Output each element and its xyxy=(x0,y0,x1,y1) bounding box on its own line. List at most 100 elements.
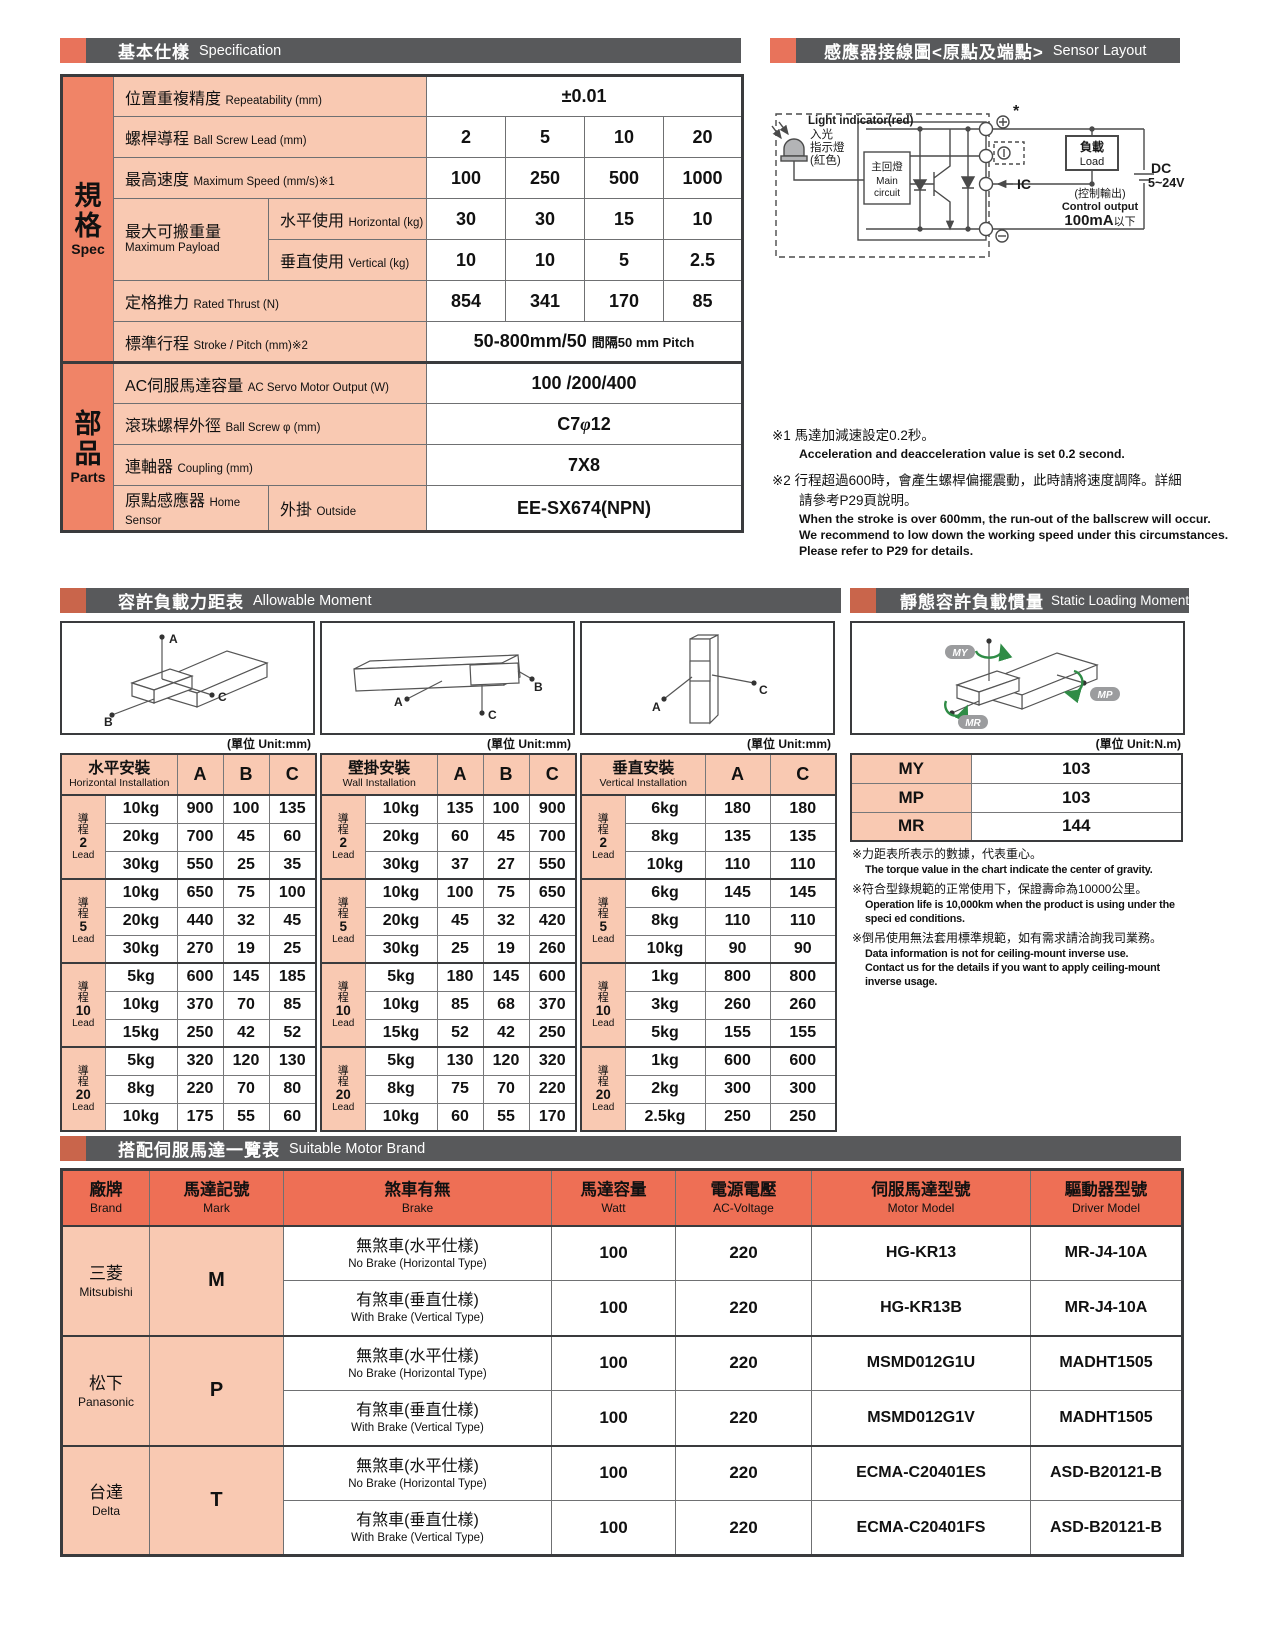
cell: 110 xyxy=(704,850,771,880)
table-name-zh: 垂直安裝 xyxy=(612,760,675,777)
table-row: 10kg 85 68 370 xyxy=(321,990,577,1020)
cell: 100 xyxy=(222,794,270,824)
table-row: 2kg 300 300 xyxy=(581,1074,837,1104)
cell: 8kg xyxy=(624,822,706,852)
header-accent-square xyxy=(770,38,796,63)
label-en: Ball Screw Lead (mm) xyxy=(193,135,307,147)
header-bar: 基本仕樣 Specification xyxy=(86,38,741,63)
table-name: 垂直安裝 Vertical Installation xyxy=(580,753,706,796)
cell: 5kg xyxy=(104,962,178,992)
cell: 135 xyxy=(704,822,771,852)
control-output-limit: 100mA以下 xyxy=(1064,212,1135,229)
table-header-row: 壁掛安裝 Wall Installation A B C xyxy=(320,753,577,796)
cell: 55 xyxy=(482,1102,530,1132)
cell: 25 xyxy=(268,934,317,964)
table-row: 滾珠螺桿外徑 Ball Screw φ (mm) C7φ12 xyxy=(62,403,744,445)
note-en: inverse usage. xyxy=(865,976,938,988)
table-row: 導程 10 Lead 1kg 800 800 xyxy=(580,962,837,1048)
cell: 5 xyxy=(505,116,585,158)
table-row: 10kg 60 55 170 xyxy=(321,1102,577,1132)
table-row: 30kg 270 19 25 xyxy=(61,934,317,964)
cell: 85 xyxy=(268,990,317,1020)
terminal-output xyxy=(978,176,994,192)
note-2-zh: ※2 行程超過600時，會產生螺桿偏擺震動，此時請將速度調降。詳細 xyxy=(772,473,1182,488)
section-title-en: Specification xyxy=(199,42,282,59)
cell: 900 xyxy=(528,794,577,824)
cell: 650 xyxy=(176,878,224,908)
cell: 60 xyxy=(436,822,484,852)
cell: 550 xyxy=(528,850,577,880)
cell: 100 xyxy=(436,878,484,908)
col-header: B xyxy=(222,753,270,796)
cell: 45 xyxy=(222,822,270,852)
table-row: 10kg 175 55 60 xyxy=(61,1102,317,1132)
cell: ±0.01 xyxy=(425,75,744,117)
cell: 220 xyxy=(176,1074,224,1104)
cell: 300 xyxy=(704,1074,771,1104)
table-row: 垂直使用 Vertical (kg) 10 10 5 2.5 xyxy=(62,239,744,281)
static-moment-notes: ※力距表所表示的數據，代表重心。 The torque value in the… xyxy=(852,846,1197,989)
row-label: 滾珠螺桿外徑 Ball Screw φ (mm) xyxy=(113,403,427,445)
cell: 5 xyxy=(584,239,664,281)
table-header-row: 廠牌 Brand 馬達記號 Mark 煞車有無 Brake 馬達容量 Watt 電源電壓… xyxy=(61,1169,1183,1227)
cell: 100 xyxy=(426,157,506,199)
cell: 500 xyxy=(584,157,664,199)
header-accent-square xyxy=(60,588,86,613)
cell: 10kg xyxy=(104,878,178,908)
cell: 270 xyxy=(176,934,224,964)
sidebar-char: 部 xyxy=(74,409,102,439)
cell: 220 xyxy=(675,1280,812,1336)
sidebar-parts: 部 品 Parts xyxy=(61,361,114,532)
col-header: B xyxy=(482,753,530,796)
note-en: speci ed conditions. xyxy=(865,913,965,925)
header-bar: 容許負載力距表 Allowable Moment xyxy=(86,588,841,613)
label-en: Horizontal (kg) xyxy=(348,217,424,229)
cell: MY xyxy=(850,753,972,784)
cell: 80 xyxy=(268,1074,317,1104)
axis-label-c: C xyxy=(759,683,768,697)
cell: 32 xyxy=(482,906,530,936)
col-header: A xyxy=(176,753,224,796)
row-label: 定格推力 Rated Thrust (N) xyxy=(113,280,427,322)
wall-installation-table: 壁掛安裝 Wall Installation A B C 導程 2 Lead 10k… xyxy=(320,753,577,1132)
table-row: 導程 20 Lead 5kg 320 120 130 xyxy=(60,1046,317,1132)
cell: 8kg xyxy=(364,1074,438,1104)
table-row: 標準行程 Stroke / Pitch (mm)※2 50-800mm/50 間… xyxy=(62,321,744,363)
cell: 600 xyxy=(769,1046,837,1076)
cell: HG-KR13 xyxy=(811,1225,1031,1281)
vertical-installation-diagram: A C xyxy=(580,621,835,735)
header-bar: 搭配伺服馬達一覽表 Suitable Motor Brand xyxy=(86,1136,1181,1161)
cell: 100 xyxy=(482,794,530,824)
cell: 144 xyxy=(970,811,1183,842)
col-header-watt: 馬達容量 Watt xyxy=(551,1169,676,1227)
horizontal-installation-table: 水平安裝 Horizontal Installation A B C 導程 2 Le… xyxy=(60,753,318,1132)
cell: 85 xyxy=(662,280,744,322)
label-zh: 外掛 xyxy=(280,502,313,519)
section-title-en: Sensor Layout xyxy=(1052,42,1147,59)
cell: 5kg xyxy=(104,1046,178,1076)
load-label-zh: 負載 xyxy=(1080,139,1104,154)
mr-badge xyxy=(958,715,988,729)
cell: 10kg xyxy=(104,1102,178,1132)
lead-group: 導程 20 Lead xyxy=(580,1046,626,1132)
cell: 170 xyxy=(584,280,664,322)
col-header: C xyxy=(268,753,317,796)
zener-diode xyxy=(912,179,928,192)
table-row: 導程 2 Lead 10kg 135 100 900 xyxy=(320,794,577,880)
table-row: 導程 10 Lead 5kg 180 145 600 xyxy=(320,962,577,1048)
specification-table: 規 格 Spec 位置重複精度 Repeatability (mm) ±0.01… xyxy=(60,74,745,533)
cell: 220 xyxy=(675,1225,812,1281)
mr-badge-label: MR xyxy=(965,718,981,729)
cell: 2kg xyxy=(624,1074,706,1104)
stroke-sub: 50 mm Pitch xyxy=(617,335,695,350)
diagram-graphic: A B C xyxy=(353,654,543,722)
cell: 10 xyxy=(584,116,664,158)
light-indicator-label-zh: 指示燈 xyxy=(810,140,845,154)
cell: 320 xyxy=(176,1046,224,1076)
note-zh: ※倒吊使用無法套用標準規範，如有需求請洽詢我司業務。 xyxy=(852,931,1163,945)
table-row: 定格推力 Rated Thrust (N) 854 341 170 85 xyxy=(62,280,744,322)
header-accent-square xyxy=(60,38,86,63)
spec-notes: ※1 馬達加減速設定0.2秒。 Acceleration and deaccel… xyxy=(772,426,1242,559)
table-name-zh: 壁掛安裝 xyxy=(348,760,411,777)
note-1-zh: ※1 馬達加減速設定0.2秒。 xyxy=(772,428,935,443)
